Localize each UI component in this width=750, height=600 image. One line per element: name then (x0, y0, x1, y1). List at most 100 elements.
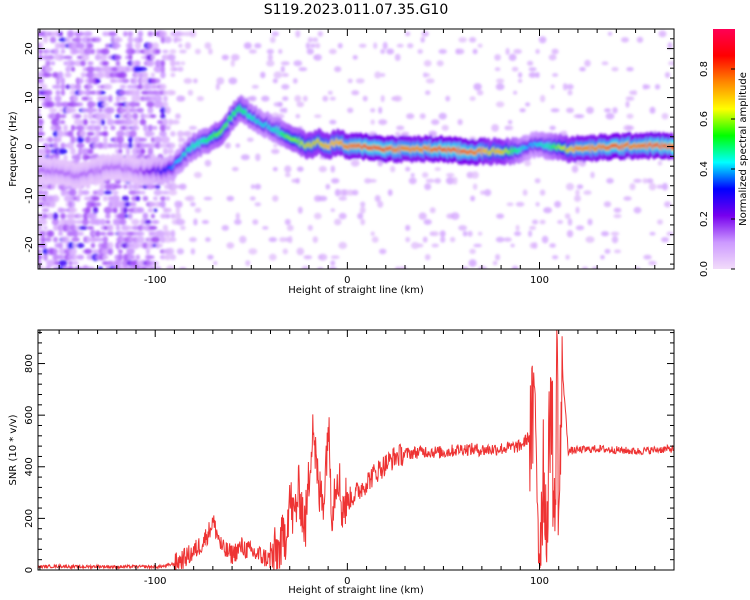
spectral-cell (134, 190, 142, 195)
spectral-cell (165, 125, 171, 131)
spectral-cell (357, 212, 364, 220)
spectral-cell (562, 83, 568, 91)
colorbar-tick-label: 0.0 (699, 261, 710, 277)
spectral-cell (408, 177, 417, 185)
spectral-cell (176, 248, 184, 255)
spectral-cell (57, 231, 64, 236)
colorbar-ticks: 0.0 0.2 0.4 0.6 0.8 (699, 61, 735, 277)
spectral-cell (116, 130, 125, 138)
spectral-cell (170, 59, 176, 67)
spectral-cell (110, 125, 116, 131)
spectral-cell (438, 112, 447, 120)
spectral-cell (204, 159, 212, 167)
spectral-cell (157, 120, 164, 125)
spectral-cell (152, 196, 158, 201)
spectral-cell (246, 137, 254, 142)
spectral-cell (156, 230, 165, 238)
spectral-cell (77, 78, 84, 84)
spectral-cell (45, 60, 51, 67)
snr-frame (37, 329, 675, 571)
spectral-cell (69, 90, 77, 96)
spectral-cell (45, 49, 51, 54)
spectral-cell (72, 95, 79, 103)
spectral-cell (76, 242, 85, 249)
spectral-cell (75, 195, 81, 202)
spectral-cell (170, 213, 176, 219)
spectral-cell (313, 54, 322, 61)
spectral-cell (584, 59, 591, 67)
spectral-cell (379, 248, 387, 255)
spectral-cell (131, 125, 140, 131)
spectral-cell (260, 71, 266, 79)
spectral-cell (156, 101, 165, 108)
spectral-cell (188, 125, 197, 130)
spectral-cell (118, 37, 123, 42)
spectral-cell (166, 265, 175, 269)
spectral-cell (164, 230, 172, 237)
spectral-cell (146, 255, 155, 260)
spectral-cell (102, 255, 109, 260)
spectral-cell (177, 66, 184, 72)
spectral-cell (150, 266, 156, 269)
spectral-cell (43, 95, 53, 102)
spectral-cell (606, 178, 614, 184)
spectral-cell (279, 237, 287, 243)
spectral-cell (118, 71, 127, 79)
spectral-cell (495, 101, 505, 108)
spectral-cell (480, 190, 486, 195)
spectral-cell (216, 77, 225, 85)
spectral-cell (52, 130, 59, 138)
spectral-cell (131, 218, 140, 226)
spectral-cell (121, 195, 130, 202)
spectral-cell (67, 130, 74, 138)
spectral-cell (649, 106, 656, 114)
spectral-cell (46, 55, 55, 60)
spectrogram-y-tick-label: 20 (24, 42, 35, 55)
spectral-cell (302, 95, 308, 102)
spectral-cell (132, 84, 139, 90)
spectral-cell (374, 71, 382, 79)
spectral-cell (159, 83, 167, 90)
spectral-cell (80, 60, 86, 67)
spectral-cell (57, 242, 64, 249)
spectral-cell (330, 260, 336, 266)
spectral-cell (393, 95, 402, 102)
spectral-cell (42, 190, 49, 195)
spectral-cell (56, 254, 65, 260)
spectral-cell (153, 189, 163, 196)
spectral-cell (38, 124, 44, 132)
spectral-cell (330, 255, 340, 259)
spectral-cell (127, 142, 133, 149)
spectral-cell (334, 188, 341, 197)
spectral-cell (621, 37, 629, 43)
spectral-cell (581, 266, 589, 269)
spectral-cell (86, 107, 95, 114)
spectral-cell (77, 189, 84, 197)
spectral-cell (231, 166, 239, 172)
spectral-cell (123, 31, 128, 37)
spectral-cell (284, 218, 291, 226)
spectral-cell (591, 266, 599, 269)
spectral-cell (136, 84, 144, 90)
spectral-cell (496, 78, 505, 84)
spectrogram-frame (37, 28, 675, 270)
spectral-cell (623, 196, 632, 201)
spectral-cell (132, 225, 139, 231)
spectral-cell (107, 224, 114, 232)
spectral-cell (368, 179, 377, 183)
snr-y-tick-label: 400 (24, 457, 35, 476)
spectral-cell (59, 218, 67, 226)
spectral-cell (83, 248, 93, 255)
spectral-cell (272, 195, 279, 202)
spectral-cell (208, 48, 213, 55)
spectral-cell (382, 41, 388, 50)
spectral-cell (164, 236, 172, 243)
spectral-cell (119, 218, 127, 226)
spectral-cell (153, 65, 163, 73)
spectral-cell (173, 37, 183, 42)
snr-x-tick-label: -100 (144, 576, 167, 587)
spectral-cell (522, 189, 528, 196)
spectral-cell (51, 61, 55, 66)
spectral-cell (64, 72, 72, 78)
spectral-cell (401, 131, 410, 136)
